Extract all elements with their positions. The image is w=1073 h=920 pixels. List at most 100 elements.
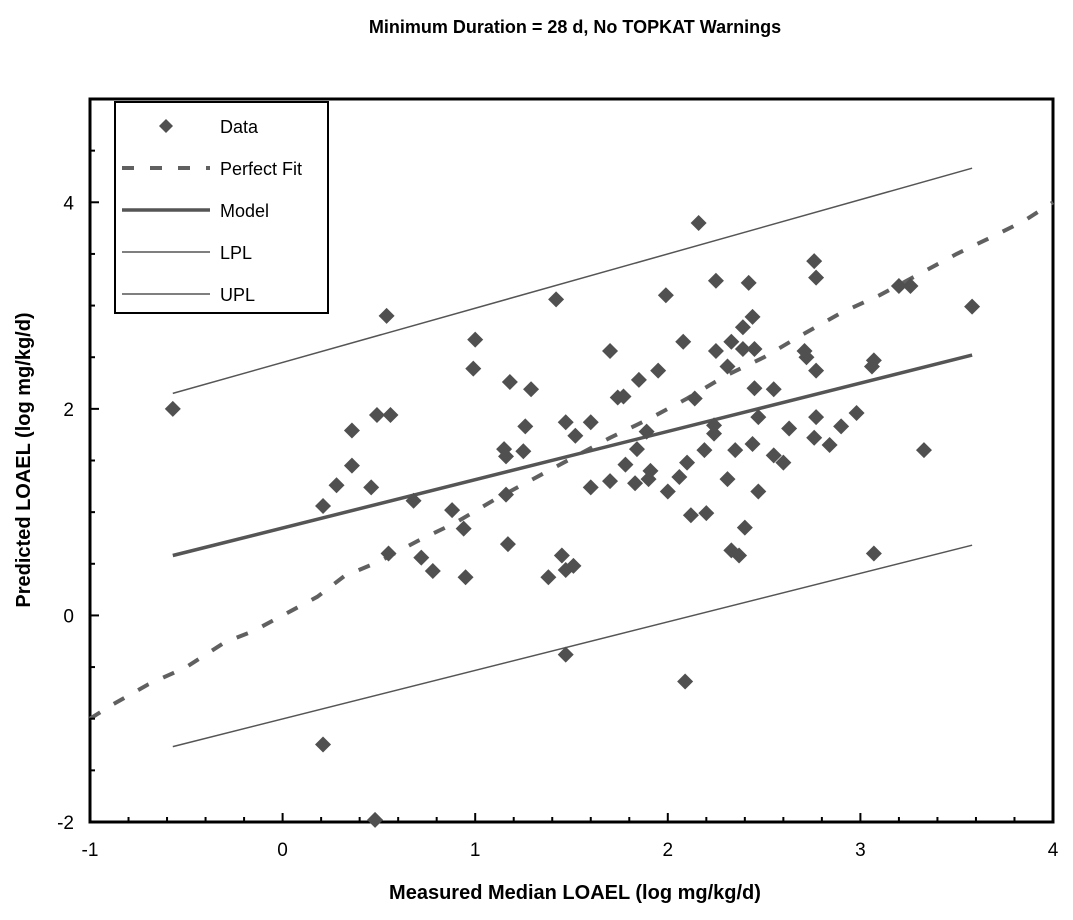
series-lines xyxy=(88,167,1055,748)
data-point xyxy=(540,569,557,586)
legend-label: Data xyxy=(220,117,259,137)
data-point xyxy=(630,371,647,388)
data-point xyxy=(455,520,472,537)
data-point xyxy=(719,358,736,375)
data-point xyxy=(615,388,632,405)
x-tick-label: 2 xyxy=(663,840,674,861)
data-point xyxy=(368,407,385,424)
data-point xyxy=(164,400,181,417)
data-point xyxy=(682,507,699,524)
data-point xyxy=(964,298,981,315)
data-point xyxy=(548,291,565,308)
data-point xyxy=(557,414,574,431)
data-point xyxy=(501,374,518,391)
data-point xyxy=(750,483,767,500)
data-point xyxy=(582,414,599,431)
data-point xyxy=(706,417,723,434)
data-point xyxy=(707,272,724,289)
legend-marker xyxy=(159,119,173,133)
y-axis-ticks: -2 0 2 4 xyxy=(57,149,99,834)
data-point xyxy=(553,547,570,564)
data-point xyxy=(865,545,882,562)
data-point xyxy=(675,333,692,350)
chart-title: Minimum Duration = 28 d, No TOPKAT Warni… xyxy=(369,17,781,37)
legend-item-upl: UPL xyxy=(122,285,255,305)
data-point xyxy=(628,441,645,458)
data-point xyxy=(413,549,430,566)
data-point xyxy=(744,435,761,452)
data-point xyxy=(363,479,380,496)
data-point xyxy=(517,418,534,435)
data-point xyxy=(627,475,644,492)
data-point xyxy=(833,418,850,435)
legend: Data Perfect Fit Model LPL UPL xyxy=(114,101,329,314)
data-point xyxy=(727,442,744,459)
data-point xyxy=(719,471,736,488)
data-point xyxy=(808,269,825,286)
data-point xyxy=(731,547,748,564)
data-point xyxy=(902,277,919,294)
data-point xyxy=(602,473,619,490)
x-tick-label: 4 xyxy=(1048,840,1059,861)
data-point xyxy=(567,427,584,444)
data-point xyxy=(382,407,399,424)
data-point xyxy=(671,469,688,486)
data-point xyxy=(915,442,932,459)
data-point xyxy=(617,456,634,473)
x-axis-label: Measured Median LOAEL (log mg/kg/d) xyxy=(389,882,761,904)
data-point xyxy=(746,380,763,397)
legend-item-model: Model xyxy=(122,201,269,221)
data-point xyxy=(565,557,582,574)
x-tick-label: -1 xyxy=(82,840,99,861)
data-point xyxy=(582,479,599,496)
data-point xyxy=(602,343,619,360)
x-axis-ticks: -1 0 1 2 3 4 xyxy=(82,813,1059,861)
perfect-fit-line xyxy=(88,200,1055,721)
data-point xyxy=(798,349,815,366)
data-point xyxy=(690,214,707,231)
data-point xyxy=(657,287,674,304)
data-point xyxy=(865,352,882,369)
data-point xyxy=(343,457,360,474)
legend-item-lpl: LPL xyxy=(122,243,252,263)
data-point xyxy=(806,253,823,270)
data-point xyxy=(734,340,751,357)
data-point xyxy=(457,569,474,586)
data-point xyxy=(367,811,384,828)
legend-item-perfect-fit: Perfect Fit xyxy=(122,159,302,179)
data-point xyxy=(677,673,694,690)
data-point xyxy=(444,502,461,519)
data-point xyxy=(740,274,757,291)
data-point xyxy=(405,492,422,509)
model-line xyxy=(172,353,973,558)
data-point xyxy=(638,423,655,440)
data-points xyxy=(164,214,981,828)
data-point xyxy=(679,454,696,471)
legend-box xyxy=(114,101,329,314)
data-point xyxy=(315,736,332,753)
legend-label: Model xyxy=(220,201,269,221)
data-point xyxy=(515,443,532,460)
data-point xyxy=(744,308,761,325)
data-point xyxy=(659,483,676,500)
y-axis-label: Predicted LOAEL (log mg/kg/d) xyxy=(13,312,35,607)
data-point xyxy=(765,381,782,398)
data-point xyxy=(650,362,667,379)
data-point xyxy=(736,519,753,536)
data-point xyxy=(328,477,345,494)
data-point xyxy=(808,362,825,379)
data-point xyxy=(496,441,513,458)
data-point xyxy=(775,454,792,471)
data-point xyxy=(498,448,515,465)
legend-label: UPL xyxy=(220,285,255,305)
data-point xyxy=(808,409,825,426)
y-tick-label: 0 xyxy=(63,606,74,627)
data-point xyxy=(707,343,724,360)
legend-label: LPL xyxy=(220,243,252,263)
y-tick-label: -2 xyxy=(57,813,74,834)
y-tick-label: 4 xyxy=(63,193,74,214)
data-point xyxy=(746,340,763,357)
x-tick-label: 3 xyxy=(855,840,866,861)
data-point xyxy=(499,536,516,553)
